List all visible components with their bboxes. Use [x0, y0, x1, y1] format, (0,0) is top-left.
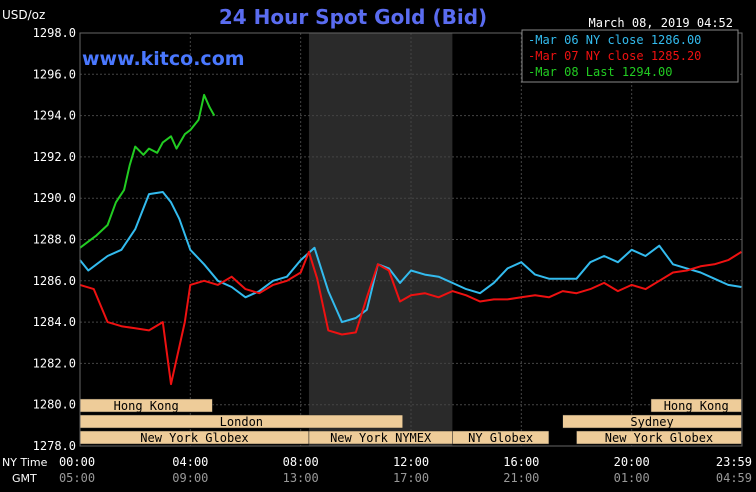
x-tick-label-ny: 16:00 [503, 455, 539, 469]
session-bar [452, 430, 550, 445]
plot-frame [79, 32, 743, 447]
x-tick-label-ny: 23:59 [716, 455, 752, 469]
legend-entry: -Mar 07 NY close 1285.20 [528, 49, 701, 63]
series-line-mar-07 [79, 250, 742, 386]
series-line-mar-06 [79, 191, 742, 324]
legend-box [521, 29, 739, 83]
series-lines [79, 93, 742, 386]
session-bars: Hong Kong Hong Kong London Sydney New York G… [79, 398, 742, 445]
session-label: NY Globex [468, 431, 533, 445]
x-tick-label-gmt: 21:00 [503, 471, 539, 485]
y-tick-label: 1296.0 [33, 67, 76, 81]
y-tick-label: 1286.0 [33, 274, 76, 288]
y-tick-label: 1290.0 [33, 191, 76, 205]
unit-label: USD/oz [2, 8, 45, 22]
chart-title: 24 Hour Spot Gold (Bid) [219, 5, 487, 29]
session-label: New York NYMEX [330, 431, 432, 445]
kitco-watermark[interactable]: www.kitco.com [82, 48, 245, 70]
x-tick-label-ny: 00:00 [59, 455, 95, 469]
x-tick-label-gmt: 17:00 [393, 471, 429, 485]
y-tick-label: 1284.0 [33, 315, 76, 329]
y-tick-label: 1294.0 [33, 109, 76, 123]
y-tick-label: 1288.0 [33, 233, 76, 247]
x-tick-label-gmt: 13:00 [283, 471, 319, 485]
session-label: New York Globex [605, 431, 713, 445]
x-tick-label-ny: 12:00 [393, 455, 429, 469]
series-line-mar-08 [79, 93, 216, 249]
legend: -Mar 06 NY close 1286.00 -Mar 07 NY close… [521, 29, 739, 83]
session-label: Hong Kong [664, 399, 729, 413]
legend-entry: -Mar 08 Last 1294.00 [528, 65, 673, 79]
x-tick-label-ny: 04:00 [172, 455, 208, 469]
y-tick-label: 1282.0 [33, 356, 76, 370]
session-label: Sydney [630, 415, 673, 429]
ny-time-row-label: NY Time [2, 456, 48, 469]
grid-lines [80, 32, 742, 447]
y-tick-label: 1278.0 [33, 439, 76, 453]
session-bar [576, 430, 742, 445]
y-tick-label: 1292.0 [33, 150, 76, 164]
timestamp: March 08, 2019 04:52 [589, 16, 734, 30]
y-tick-label: 1298.0 [33, 26, 76, 40]
y-tick-label: 1280.0 [33, 398, 76, 412]
x-tick-label-gmt: 05:00 [59, 471, 95, 485]
x-tick-label-gmt: 01:00 [614, 471, 650, 485]
session-bar [650, 398, 742, 413]
x-tick-labels: 00:00 05:00 04:00 09:00 08:00 13:00 12:00 17:00… [59, 455, 752, 485]
x-tick-label-gmt: 09:00 [172, 471, 208, 485]
gmt-row-label: GMT [12, 472, 37, 485]
y-tick-labels: 1298.0 1296.0 1294.0 1292.0 1290.0 1288.0 1286… [33, 26, 76, 453]
session-label: New York Globex [140, 431, 248, 445]
x-tick-label-gmt: 04:59 [716, 471, 752, 485]
x-tick-label-ny: 08:00 [283, 455, 319, 469]
session-label: London [220, 415, 263, 429]
session-label: Hong Kong [114, 399, 179, 413]
x-tick-label-ny: 20:00 [614, 455, 650, 469]
legend-entry: -Mar 06 NY close 1286.00 [528, 33, 701, 47]
session-bar [562, 414, 742, 429]
